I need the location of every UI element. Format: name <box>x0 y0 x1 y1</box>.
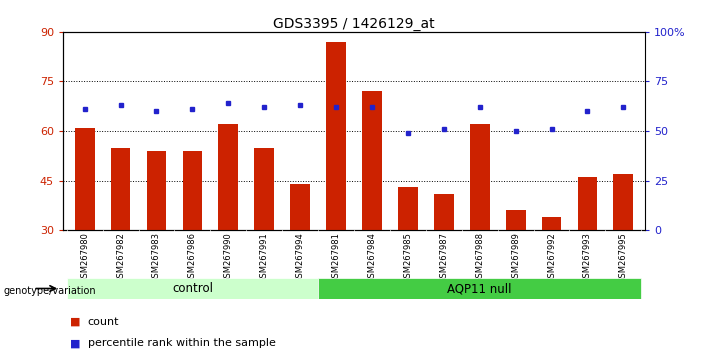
Text: GSM267980: GSM267980 <box>80 233 89 283</box>
Bar <box>290 184 310 230</box>
Bar <box>318 278 641 299</box>
Text: GSM267993: GSM267993 <box>583 233 592 283</box>
Text: genotype/variation: genotype/variation <box>4 286 96 296</box>
Bar <box>505 210 526 230</box>
Text: count: count <box>88 317 119 327</box>
Text: GSM267988: GSM267988 <box>475 233 484 284</box>
Bar <box>362 91 382 230</box>
Bar <box>219 124 238 230</box>
Bar <box>470 124 489 230</box>
Text: GSM267982: GSM267982 <box>116 233 125 283</box>
Bar <box>542 217 562 230</box>
Bar <box>67 278 318 299</box>
Text: control: control <box>172 282 213 295</box>
Text: GSM267987: GSM267987 <box>440 233 449 284</box>
Bar <box>398 187 418 230</box>
Text: GSM267983: GSM267983 <box>152 233 161 284</box>
Bar <box>326 42 346 230</box>
Bar <box>434 194 454 230</box>
Text: ■: ■ <box>70 338 81 348</box>
Text: ■: ■ <box>70 317 81 327</box>
Text: GSM267991: GSM267991 <box>259 233 268 283</box>
Title: GDS3395 / 1426129_at: GDS3395 / 1426129_at <box>273 17 435 31</box>
Bar <box>182 151 203 230</box>
Text: GSM267990: GSM267990 <box>224 233 233 283</box>
Text: percentile rank within the sample: percentile rank within the sample <box>88 338 275 348</box>
Text: GSM267985: GSM267985 <box>403 233 412 283</box>
Text: GSM267981: GSM267981 <box>332 233 341 283</box>
Bar <box>613 174 633 230</box>
Text: GSM267986: GSM267986 <box>188 233 197 284</box>
Bar <box>75 128 95 230</box>
Text: AQP11 null: AQP11 null <box>447 282 512 295</box>
Bar <box>254 148 274 230</box>
Text: GSM267984: GSM267984 <box>367 233 376 283</box>
Bar <box>578 177 597 230</box>
Text: GSM267992: GSM267992 <box>547 233 556 283</box>
Text: GSM267994: GSM267994 <box>296 233 305 283</box>
Bar <box>147 151 166 230</box>
Bar <box>111 148 130 230</box>
Text: GSM267989: GSM267989 <box>511 233 520 283</box>
Text: GSM267995: GSM267995 <box>619 233 628 283</box>
